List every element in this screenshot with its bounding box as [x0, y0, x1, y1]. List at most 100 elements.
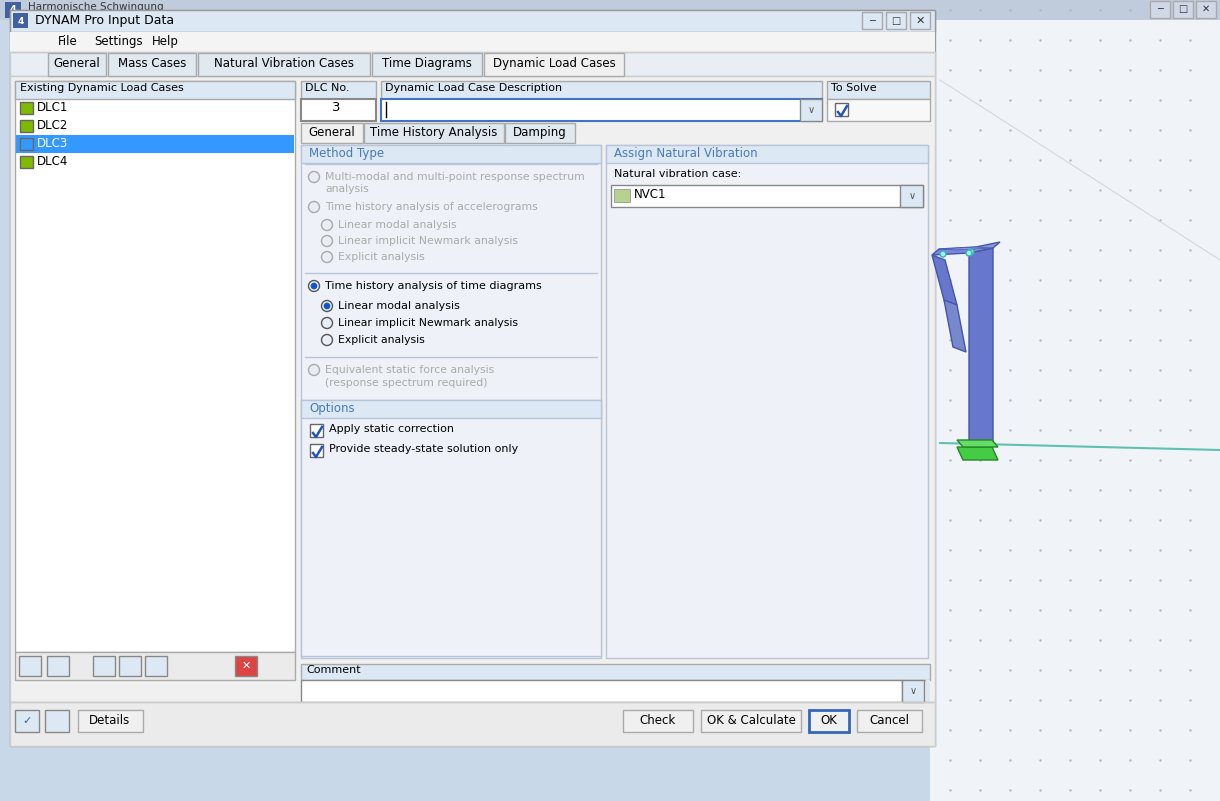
Text: □: □ — [1179, 4, 1187, 14]
Bar — [15, 710, 39, 732]
Bar — [606, 145, 928, 163]
Text: Help: Help — [152, 35, 179, 48]
Text: Linear implicit Newmark analysis: Linear implicit Newmark analysis — [338, 318, 518, 328]
Bar — [10, 10, 935, 32]
Bar — [930, 0, 1220, 801]
Text: General: General — [54, 57, 100, 70]
Circle shape — [309, 171, 320, 183]
Bar — [13, 13, 28, 28]
Text: Assign Natural Vibration: Assign Natural Vibration — [614, 147, 758, 160]
Circle shape — [322, 335, 333, 345]
Bar — [910, 12, 930, 29]
Circle shape — [325, 303, 329, 309]
Bar — [364, 123, 504, 143]
Polygon shape — [932, 255, 956, 305]
Text: Details: Details — [89, 714, 131, 727]
Bar — [15, 81, 295, 652]
Bar — [505, 123, 575, 143]
Text: 4: 4 — [10, 5, 16, 15]
Text: Apply static correction: Apply static correction — [329, 424, 454, 434]
Bar — [15, 652, 295, 680]
Text: □: □ — [892, 16, 900, 26]
Circle shape — [309, 202, 320, 212]
Bar — [48, 53, 106, 76]
Bar — [10, 76, 935, 702]
Text: DYNAM Pro Input Data: DYNAM Pro Input Data — [35, 14, 174, 27]
Bar — [301, 680, 902, 702]
Bar — [886, 12, 906, 29]
Circle shape — [309, 364, 320, 376]
Bar — [20, 120, 33, 132]
Bar — [5, 2, 21, 18]
Circle shape — [322, 317, 333, 328]
Text: Provide steady-state solution only: Provide steady-state solution only — [329, 444, 518, 454]
Text: Method Type: Method Type — [309, 147, 384, 160]
Text: Equivalent static force analysis: Equivalent static force analysis — [325, 365, 494, 375]
Circle shape — [322, 235, 333, 247]
Bar — [93, 656, 115, 676]
Bar — [120, 656, 142, 676]
Bar — [702, 710, 802, 732]
Bar — [1150, 1, 1170, 18]
Bar — [198, 53, 370, 76]
Bar — [20, 656, 41, 676]
Text: (response spectrum required): (response spectrum required) — [325, 378, 488, 388]
Bar — [372, 53, 482, 76]
Circle shape — [322, 252, 333, 263]
Text: ─: ─ — [869, 16, 875, 26]
Circle shape — [939, 251, 946, 257]
Text: Dynamic Load Case Description: Dynamic Load Case Description — [386, 83, 562, 93]
Bar — [863, 12, 882, 29]
Text: ─: ─ — [1157, 4, 1163, 14]
Bar — [20, 156, 33, 168]
Text: File: File — [59, 35, 78, 48]
Text: Linear implicit Newmark analysis: Linear implicit Newmark analysis — [338, 236, 518, 246]
Text: Time history analysis of accelerograms: Time history analysis of accelerograms — [325, 202, 538, 212]
Polygon shape — [956, 447, 998, 460]
Text: OK: OK — [821, 714, 837, 727]
Bar — [800, 99, 822, 121]
Bar — [301, 400, 601, 418]
Bar — [10, 32, 935, 52]
Bar — [381, 81, 822, 99]
Bar — [827, 99, 930, 121]
Text: Existing Dynamic Load Cases: Existing Dynamic Load Cases — [20, 83, 184, 93]
Bar — [20, 138, 33, 150]
Bar — [856, 710, 922, 732]
Text: DLC1: DLC1 — [37, 101, 68, 114]
Text: Multi-modal and multi-point response spectrum: Multi-modal and multi-point response spe… — [325, 172, 584, 182]
Bar — [614, 189, 630, 202]
Bar — [381, 99, 822, 121]
Text: General: General — [309, 126, 355, 139]
Bar — [902, 680, 924, 702]
Bar — [926, 680, 930, 702]
Polygon shape — [969, 248, 993, 447]
Text: Time history analysis of time diagrams: Time history analysis of time diagrams — [325, 281, 542, 291]
Text: NVC1: NVC1 — [634, 188, 666, 201]
Text: Options: Options — [309, 402, 355, 415]
Text: DLC No.: DLC No. — [305, 83, 349, 93]
Polygon shape — [944, 300, 966, 352]
Text: ∨: ∨ — [909, 686, 916, 696]
Text: DLC4: DLC4 — [37, 155, 68, 168]
Bar — [16, 135, 294, 153]
Bar — [301, 400, 601, 656]
Bar — [301, 99, 376, 121]
Bar — [10, 10, 935, 746]
Bar — [623, 710, 693, 732]
Text: Time History Analysis: Time History Analysis — [371, 126, 498, 139]
Text: Comment: Comment — [306, 665, 361, 675]
Text: Dynamic Load Cases: Dynamic Load Cases — [493, 57, 615, 70]
Text: OK & Calculate: OK & Calculate — [706, 714, 795, 727]
Bar — [310, 444, 323, 457]
Circle shape — [311, 283, 317, 289]
Text: Damping: Damping — [514, 126, 567, 139]
Bar — [301, 145, 601, 658]
Text: 3: 3 — [332, 101, 340, 114]
Polygon shape — [939, 247, 993, 250]
Text: DLC2: DLC2 — [37, 119, 68, 132]
Text: Linear modal analysis: Linear modal analysis — [338, 301, 460, 311]
Bar — [1196, 1, 1216, 18]
Bar — [301, 123, 364, 143]
Text: Mass Cases: Mass Cases — [118, 57, 187, 70]
